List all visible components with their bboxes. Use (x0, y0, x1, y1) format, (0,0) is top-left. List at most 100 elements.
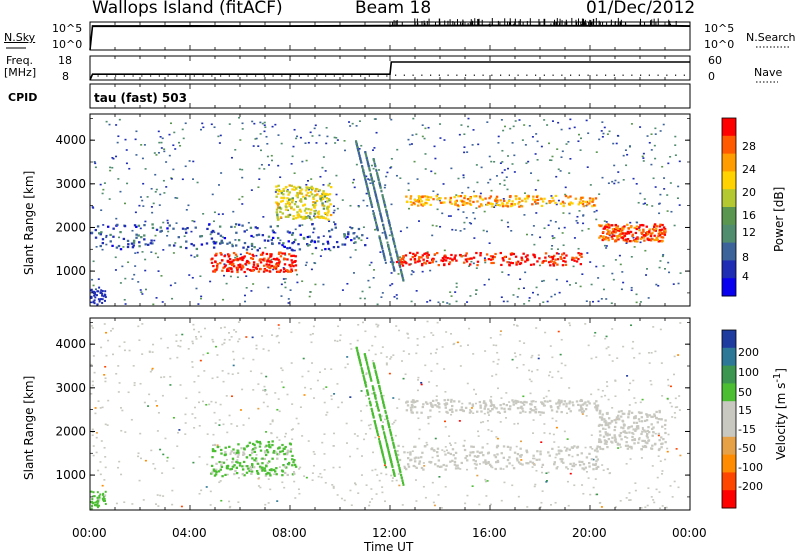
rti-pixel (576, 453, 579, 457)
rti-pixel (497, 142, 500, 144)
rti-pixel (233, 472, 236, 476)
rti-pixel (579, 198, 582, 201)
rti-pixel (436, 447, 440, 450)
rti-pixel (515, 261, 518, 264)
rti-pixel (562, 202, 566, 205)
rti-pixel (172, 416, 175, 419)
rti-pixel (250, 242, 254, 246)
rti-pixel (190, 254, 193, 257)
rti-pixel (636, 425, 640, 428)
rti-pixel (369, 427, 372, 430)
rti-pixel (484, 402, 487, 405)
rti-pixel (499, 333, 502, 336)
rti-pixel (437, 264, 440, 267)
rti-pixel (277, 258, 280, 262)
rti-pixel (320, 215, 323, 218)
rti-pixel (366, 237, 369, 240)
rti-pixel (206, 352, 209, 355)
rti-pixel (489, 255, 493, 258)
rti-pixel (307, 141, 310, 144)
rti-pixel (453, 257, 456, 260)
rti-pixel (594, 331, 597, 334)
rti-pixel (111, 353, 114, 356)
rti-pixel (475, 251, 478, 255)
rti-pixel (562, 244, 565, 247)
rti-pixel (554, 258, 557, 261)
rti-pixel (647, 426, 650, 429)
rti-pixel (417, 376, 420, 379)
rti-pixel (299, 198, 303, 201)
rti-pixel (327, 242, 330, 245)
rti-pixel (132, 244, 135, 247)
rti-pixel (652, 177, 655, 180)
rti-pixel (323, 212, 327, 215)
rti-pixel (271, 457, 274, 460)
rti-pixel (265, 465, 268, 468)
rti-pixel (433, 145, 436, 148)
rti-pixel (150, 206, 153, 208)
rti-pixel (299, 466, 302, 469)
rti-pixel (157, 505, 160, 507)
rti-pixel (275, 185, 278, 188)
rti-pixel (256, 264, 260, 268)
rti-pixel (256, 249, 259, 252)
rti-pixel (264, 269, 267, 272)
rti-pixel (533, 485, 536, 488)
rti-pixel (558, 291, 561, 294)
rti-pixel (146, 196, 149, 198)
rti-pixel (543, 432, 546, 434)
rti-pixel (326, 214, 329, 217)
rti-pixel (293, 459, 296, 462)
rti-pixel (187, 204, 190, 207)
rti-pixel (551, 120, 554, 122)
rti-pixel (662, 226, 666, 229)
rti-pixel (220, 461, 223, 464)
rti-pixel (374, 221, 377, 224)
rti-pixel (91, 434, 94, 437)
rti-pixel (282, 189, 286, 193)
rti-pixel (135, 154, 138, 156)
rti-pixel (513, 171, 516, 173)
rti-pixel (450, 202, 454, 205)
rti-pixel (568, 127, 571, 130)
rti-pixel (254, 266, 258, 269)
rti-pixel (212, 433, 215, 436)
rti-pixel (673, 412, 676, 414)
rti-pixel (375, 373, 378, 376)
rti-pixel (418, 197, 421, 200)
rti-pixel (118, 382, 121, 384)
rti-pixel (463, 151, 466, 154)
rti-pixel (654, 227, 658, 231)
rti-pixel (373, 180, 376, 183)
nave-dot (272, 75, 274, 77)
rti-pixel (478, 463, 481, 465)
rti-pixel (415, 500, 418, 502)
rti-pixel (294, 217, 298, 220)
rti-pixel (531, 354, 534, 357)
rti-pixel (542, 260, 545, 263)
rti-pixel (268, 443, 271, 446)
rti-pixel (655, 236, 658, 240)
rti-pixel (393, 269, 396, 272)
rti-pixel (268, 270, 272, 273)
rti-pixel (141, 199, 144, 202)
rti-pixel (140, 236, 143, 239)
rti-pixel (366, 187, 369, 190)
rti-pixel (185, 397, 188, 399)
rti-pixel (516, 296, 519, 298)
rti-pixel (276, 236, 280, 240)
rti-pixel (390, 257, 393, 260)
rti-pixel (276, 204, 280, 207)
rti-pixel (313, 240, 316, 242)
rti-pixel (521, 401, 524, 404)
rti-pixel (325, 197, 328, 200)
rti-pixel (631, 347, 634, 350)
rti-pixel (515, 324, 518, 327)
rti-pixel (271, 242, 274, 246)
rti-pixel (375, 401, 378, 404)
rti-pixel (216, 376, 219, 379)
rti-pixel (661, 165, 664, 168)
rti-pixel (366, 392, 369, 395)
rti-pixel (540, 501, 543, 504)
rti-pixel (651, 205, 654, 207)
